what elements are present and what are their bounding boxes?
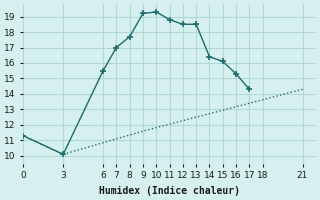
X-axis label: Humidex (Indice chaleur): Humidex (Indice chaleur) [99,186,240,196]
